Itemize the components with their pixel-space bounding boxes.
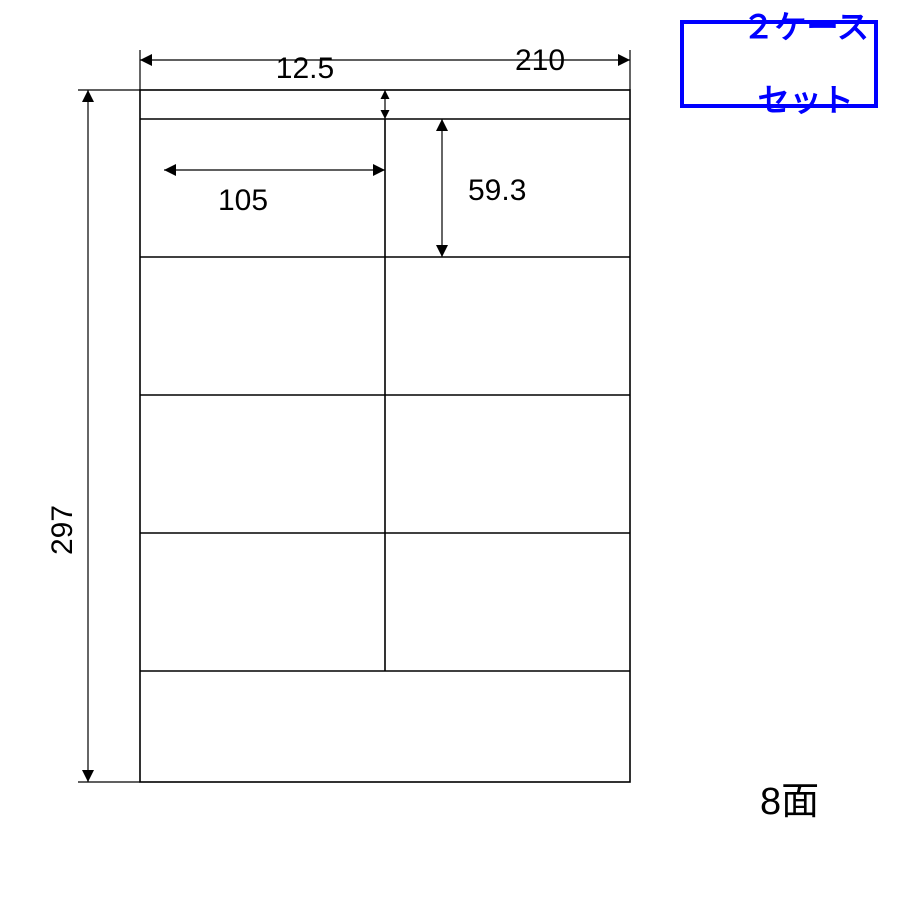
svg-text:105: 105 [218,184,268,217]
svg-text:59.3: 59.3 [468,174,526,207]
set-badge: ２ケース セット [680,20,878,108]
svg-text:210: 210 [515,44,565,77]
faces-label: 8面 [760,770,819,825]
svg-text:12.5: 12.5 [276,52,334,85]
svg-text:297: 297 [46,505,79,555]
badge-line2: セット [758,82,854,118]
badge-line1: ２ケース [742,9,868,45]
